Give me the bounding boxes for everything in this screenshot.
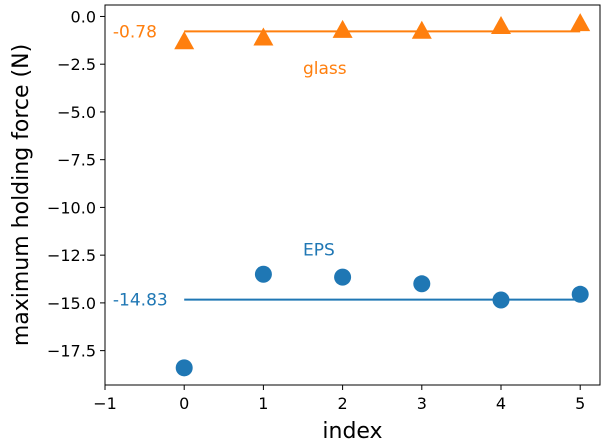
y-tick-label: −5.0 (57, 103, 96, 122)
mean-label-glass: -0.78 (113, 22, 157, 42)
mean-label-eps: -14.83 (113, 291, 168, 311)
data-point-glass (332, 19, 353, 38)
series-label-eps: EPS (303, 240, 335, 260)
data-point-glass (174, 31, 195, 50)
y-tick-label: −17.5 (47, 342, 96, 361)
data-point-eps (492, 291, 510, 309)
x-tick-label: −1 (93, 394, 117, 413)
y-axis-label: maximum holding force (N) (9, 44, 34, 346)
data-point-glass (570, 13, 591, 32)
data-point-eps (334, 268, 352, 286)
x-tick-label: 5 (575, 394, 585, 413)
chart-marks: -0.78 glass -14.83 EPS (113, 13, 591, 377)
y-tick-label: −12.5 (47, 246, 96, 265)
y-tick-label: −7.5 (57, 151, 96, 170)
y-tick-label: −10.0 (47, 198, 96, 217)
x-axis-label: index (322, 419, 382, 444)
plot-frame (104, 4, 601, 386)
x-tick-label: 0 (179, 394, 189, 413)
data-point-glass (253, 27, 274, 46)
data-point-glass (491, 16, 511, 35)
data-point-eps (175, 359, 193, 377)
y-tick-label: 0.0 (71, 7, 96, 26)
y-tick-label: −2.5 (57, 55, 96, 74)
data-point-eps (571, 285, 589, 303)
data-point-eps (413, 275, 431, 293)
x-tick-label: 4 (496, 394, 506, 413)
x-tick-label: 2 (338, 394, 348, 413)
x-tick-label: 1 (258, 394, 268, 413)
series-label-glass: glass (303, 59, 347, 79)
axes: −1 0 1 2 3 4 5 0.0 −2.5 −5.0 −7.5 −10.0 −12.5 −15.0 −1… (47, 4, 601, 413)
data-point-glass (411, 20, 432, 39)
x-tick-label: 3 (417, 394, 427, 413)
y-tick-label: −15.0 (47, 294, 96, 313)
data-point-eps (254, 265, 272, 283)
